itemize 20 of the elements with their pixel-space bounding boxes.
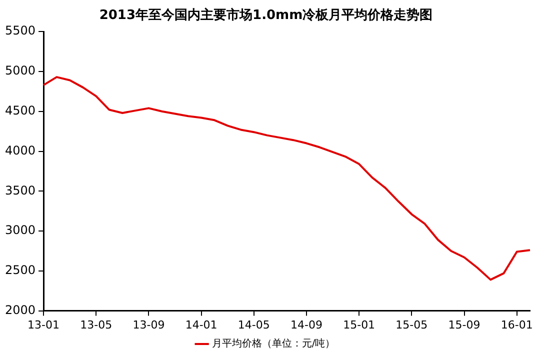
chart-title: 2013年至今国内主要市场1.0mm冷板月平均价格走势图 <box>99 7 433 24</box>
x-tick-label: 13-05 <box>80 318 112 332</box>
y-tick-label: 4500 <box>4 103 36 118</box>
x-tick-label: 13-09 <box>132 318 165 332</box>
y-tick-label: 5500 <box>4 24 36 38</box>
x-tick-label: 15-09 <box>448 318 480 332</box>
legend-label: 月平均价格（单位：元/吨） <box>212 338 336 350</box>
x-tick-label: 16-01 <box>500 318 533 332</box>
x-tick-label: 14-01 <box>185 318 218 332</box>
x-tick-label: 15-01 <box>343 318 376 332</box>
y-tick-label: 2000 <box>4 302 36 317</box>
x-tick-label: 13-01 <box>28 318 60 332</box>
x-tick-label: 14-05 <box>238 318 270 332</box>
x-tick-label: 14-09 <box>290 318 322 332</box>
y-tick-label: 2500 <box>4 263 36 278</box>
y-tick-label: 5000 <box>4 64 36 78</box>
y-tick-label: 4000 <box>4 143 36 158</box>
y-tick-label: 3500 <box>4 183 36 198</box>
x-tick-label: 15-05 <box>396 318 428 332</box>
y-tick-label: 3000 <box>4 223 36 238</box>
